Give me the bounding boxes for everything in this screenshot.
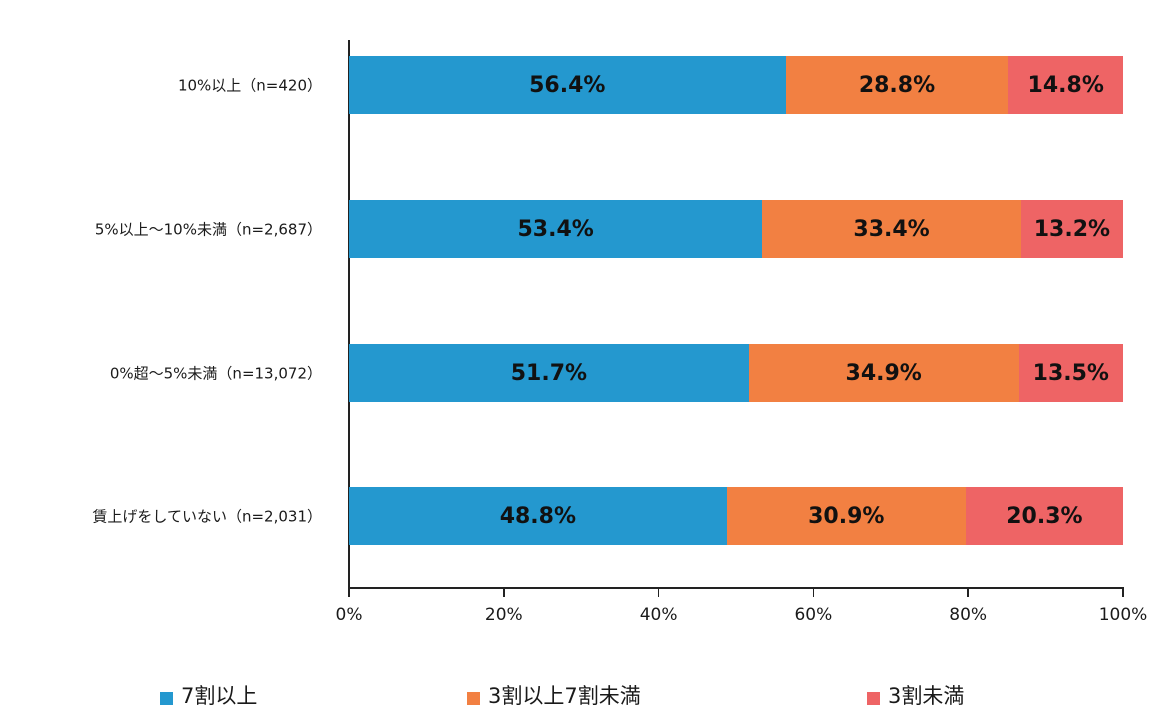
x-tick-mark [503,589,505,597]
category-label: 0%超～5%未満（n=13,072） [109,364,322,383]
stacked-bar: 56.4% 28.8% 14.8% [349,56,1123,114]
bar-segment: 20.3% [965,487,1123,545]
bar-segment: 13.5% [1018,344,1123,402]
bar-segment: 13.2% [1020,200,1123,258]
legend-item-7wari-ijou: 7割以上 [160,680,257,710]
legend-item-3wari-miman: 3割未満 [867,680,964,710]
x-tick-label: 100% [1098,605,1148,625]
bar-segment: 34.9% [748,344,1019,402]
bar-segment: 14.8% [1008,56,1123,114]
x-tick-mark [967,589,969,597]
legend: 7割以上 3割以上7割未満 3割未満 [0,680,1154,710]
x-tick-label: 20% [484,605,523,625]
legend-swatch-red [867,691,880,705]
bar-segment: 51.7% [349,344,749,402]
legend-label: 7割以上 [181,684,258,708]
legend-item-3wari-7wari: 3割以上7割未満 [467,680,641,710]
x-tick-mark [348,589,350,597]
category-label: 10%以上（n=420） [177,76,322,95]
x-tick-label: 40% [639,605,678,625]
x-tick-mark [657,589,660,597]
bar-segment: 56.4% [349,56,786,114]
x-tick-label: 60% [794,605,833,625]
stacked-bar: 51.7% 34.9% 13.5% [349,344,1123,402]
stacked-bar: 53.4% 33.4% 13.2% [349,200,1123,258]
category-label: 賃上げをしていない（n=2,031） [92,507,322,526]
x-tick-label: 0% [335,605,363,625]
legend-label: 3割未満 [888,684,965,708]
x-tick-mark [1122,589,1124,597]
x-tick-mark [812,589,815,597]
bar-segment: 30.9% [726,487,966,545]
stacked-bar: 48.8% 30.9% 20.3% [349,487,1123,545]
x-axis-line [348,587,1124,589]
legend-swatch-blue [160,691,173,705]
legend-label: 3割以上7割未満 [488,684,641,708]
bar-segment: 33.4% [762,200,1021,258]
bar-segment: 28.8% [785,56,1009,114]
x-tick-label: 80% [949,605,988,625]
y-axis-line [348,40,350,589]
bar-segment: 48.8% [349,487,727,545]
category-label: 5%以上～10%未満（n=2,687） [94,220,322,239]
bar-segment: 53.4% [349,200,763,258]
legend-swatch-orange [467,691,480,705]
